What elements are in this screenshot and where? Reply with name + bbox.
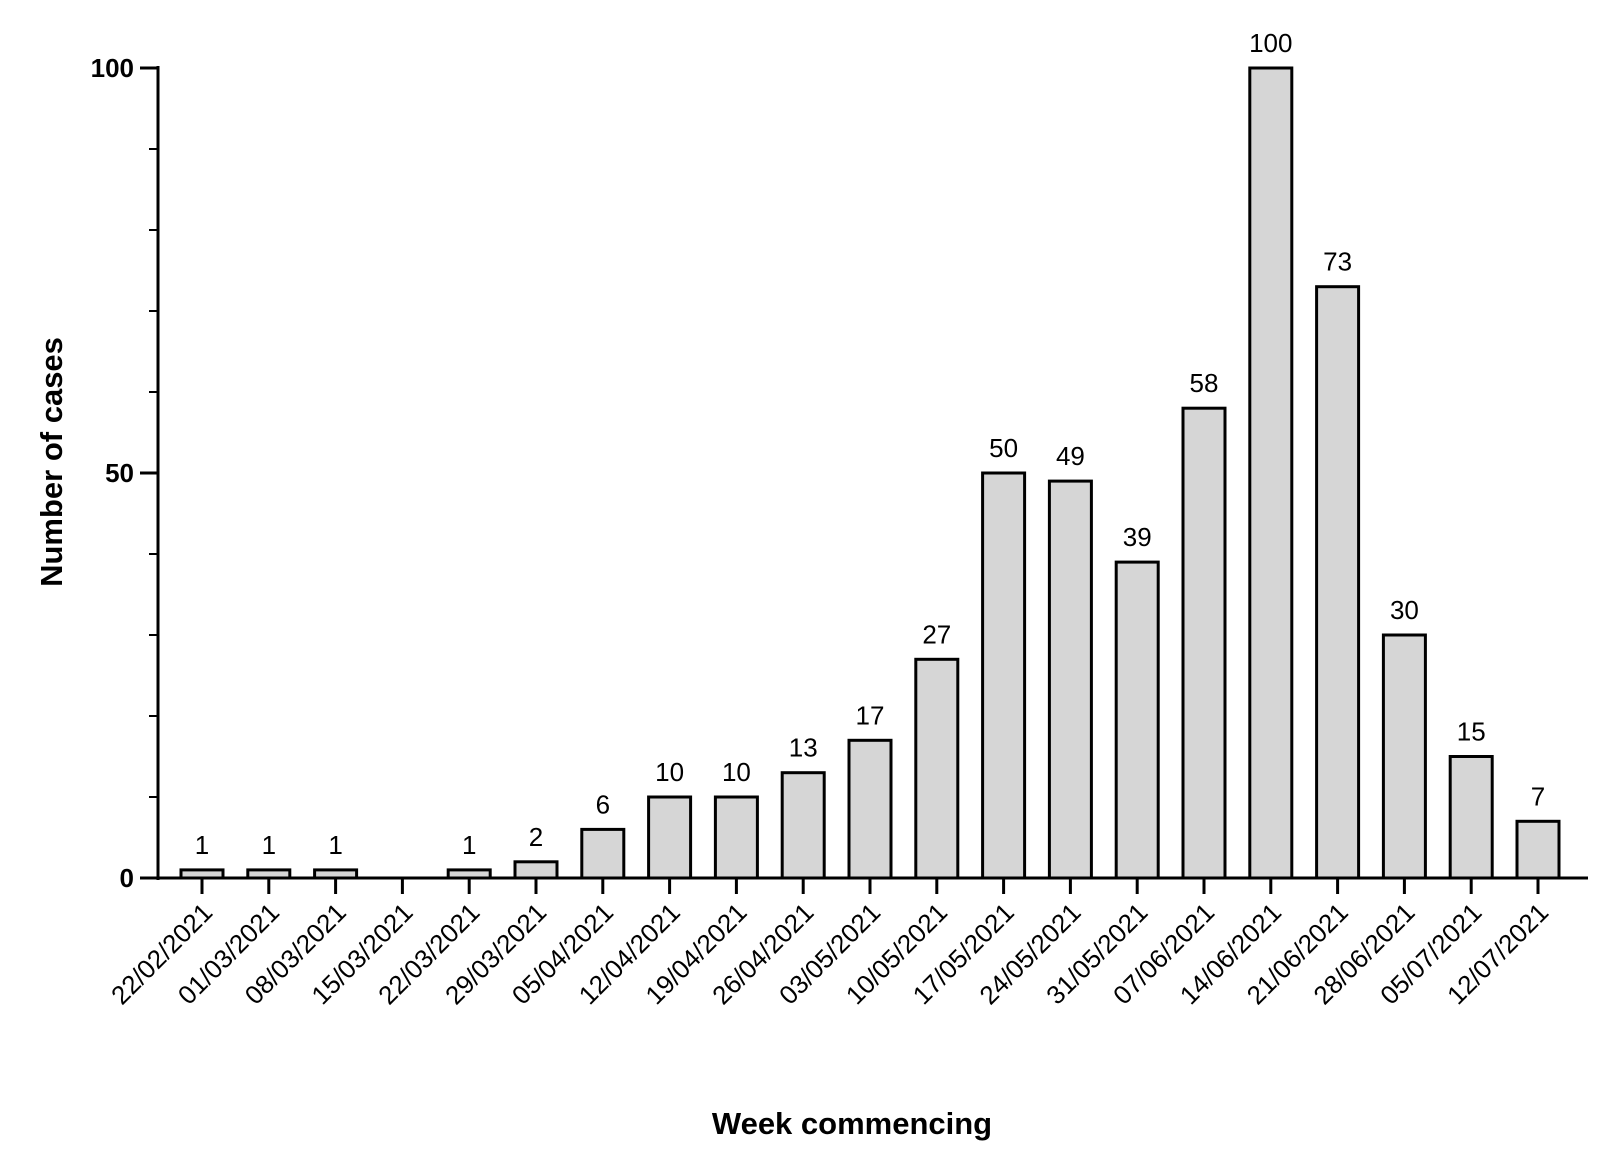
bar-17/05/2021 — [981, 471, 1027, 880]
data-label: 1 — [195, 830, 209, 860]
data-label: 1 — [262, 830, 276, 860]
bar-21/06/2021 — [1315, 285, 1361, 880]
bar-29/03/2021 — [513, 860, 559, 880]
data-label: 13 — [789, 733, 818, 763]
data-label: 30 — [1390, 595, 1419, 625]
bar-28/06/2021 — [1381, 633, 1427, 880]
data-label: 49 — [1056, 441, 1085, 471]
bar-03/05/2021 — [847, 738, 893, 880]
data-label: 6 — [596, 789, 610, 819]
bar-31/05/2021 — [1114, 560, 1160, 880]
data-label: 2 — [529, 822, 543, 852]
bar-12/07/2021 — [1515, 819, 1561, 880]
data-label: 10 — [655, 757, 684, 787]
bar-05/07/2021 — [1448, 755, 1494, 880]
bar-24/05/2021 — [1047, 479, 1093, 880]
bar-14/06/2021 — [1248, 66, 1294, 880]
data-label: 1 — [328, 830, 342, 860]
y-tick-label: 50 — [105, 458, 134, 488]
bar-05/04/2021 — [580, 827, 626, 880]
data-label: 17 — [856, 700, 885, 730]
data-label: 50 — [989, 433, 1018, 463]
data-label: 58 — [1190, 368, 1219, 398]
y-axis: 0 50 100 — [91, 53, 160, 893]
data-label: 100 — [1249, 28, 1292, 58]
bar-26/04/2021 — [780, 771, 826, 880]
data-label: 39 — [1123, 522, 1152, 552]
bar-19/04/2021 — [713, 795, 759, 880]
data-label: 1 — [462, 830, 476, 860]
data-label: 27 — [922, 619, 951, 649]
bar-12/04/2021 — [647, 795, 693, 880]
data-label: 7 — [1531, 781, 1545, 811]
x-axis: 22/02/202101/03/202108/03/202115/03/2021… — [105, 876, 1588, 1010]
bar-07/06/2021 — [1181, 406, 1227, 880]
bars-layer: 1 1 1 1 2 6 10 10 13 17 27 50 49 39 58 100 73 30 15 7 — [179, 28, 1561, 880]
data-label: 15 — [1457, 717, 1486, 747]
y-tick-label: 100 — [91, 53, 134, 83]
data-label: 10 — [722, 757, 751, 787]
y-tick-label: 0 — [120, 863, 134, 893]
y-axis-title: Number of cases — [34, 337, 69, 587]
bar-10/05/2021 — [914, 657, 960, 880]
x-axis-title: Week commencing — [712, 1106, 992, 1141]
data-label: 73 — [1323, 247, 1352, 277]
